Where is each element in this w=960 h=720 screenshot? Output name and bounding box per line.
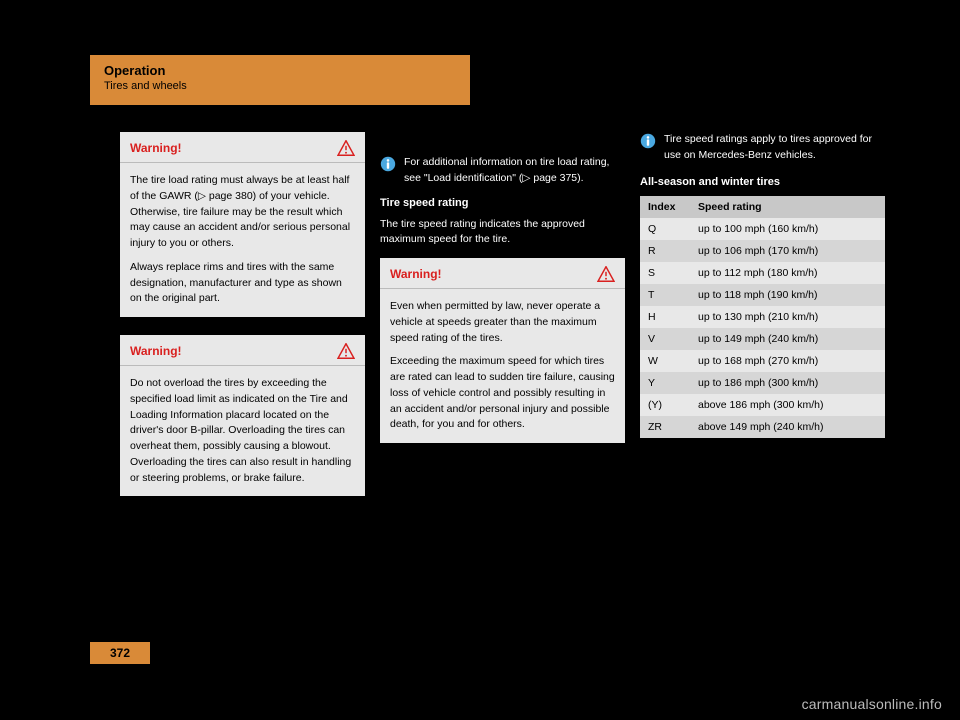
table-row: Yup to 186 mph (300 km/h) bbox=[640, 372, 885, 394]
warning-title: Warning! bbox=[130, 344, 182, 358]
warning-text: Always replace rims and tires with the s… bbox=[130, 260, 355, 307]
cell: above 186 mph (300 km/h) bbox=[690, 394, 885, 416]
cell: up to 106 mph (170 km/h) bbox=[690, 240, 885, 262]
body-text: The tire speed rating indicates the appr… bbox=[380, 217, 625, 249]
table-row: Qup to 100 mph (160 km/h) bbox=[640, 218, 885, 240]
watermark: carmanualsonline.info bbox=[802, 696, 942, 712]
section-header: Operation Tires and wheels bbox=[90, 55, 470, 105]
warning-title: Warning! bbox=[130, 141, 182, 155]
cell: (Y) bbox=[640, 394, 690, 416]
info-text: For additional information on tire load … bbox=[404, 155, 625, 187]
info-icon bbox=[640, 133, 656, 149]
warning-body: Do not overload the tires by exceeding t… bbox=[120, 366, 365, 496]
warning-box-3: Warning! Even when permitted by law, nev… bbox=[380, 258, 625, 443]
cell: R bbox=[640, 240, 690, 262]
cell: up to 186 mph (300 km/h) bbox=[690, 372, 885, 394]
cell: S bbox=[640, 262, 690, 284]
warning-title: Warning! bbox=[390, 267, 442, 281]
manual-page: Operation Tires and wheels 372 Warning! … bbox=[0, 0, 960, 720]
info-text: Tire speed ratings apply to tires approv… bbox=[664, 132, 885, 164]
section-title: Operation bbox=[104, 63, 456, 78]
table-body: Qup to 100 mph (160 km/h) Rup to 106 mph… bbox=[640, 218, 885, 438]
table-header-row: Index Speed rating bbox=[640, 196, 885, 218]
warning-header: Warning! bbox=[120, 132, 365, 163]
warning-box-2: Warning! Do not overload the tires by ex… bbox=[120, 335, 365, 496]
cell: V bbox=[640, 328, 690, 350]
cell: ZR bbox=[640, 416, 690, 438]
table-row: Tup to 118 mph (190 km/h) bbox=[640, 284, 885, 306]
table-row: Vup to 149 mph (240 km/h) bbox=[640, 328, 885, 350]
speed-rating-table: Index Speed rating Qup to 100 mph (160 k… bbox=[640, 196, 885, 438]
warning-header: Warning! bbox=[120, 335, 365, 366]
cell: T bbox=[640, 284, 690, 306]
table-row: Rup to 106 mph (170 km/h) bbox=[640, 240, 885, 262]
cell: up to 112 mph (180 km/h) bbox=[690, 262, 885, 284]
table-row: Sup to 112 mph (180 km/h) bbox=[640, 262, 885, 284]
column-3: Tire speed ratings apply to tires approv… bbox=[640, 132, 885, 438]
subheading: Tire speed rating bbox=[380, 197, 625, 209]
column-1: Warning! The tire load rating must alway… bbox=[120, 132, 365, 514]
table-row: (Y)above 186 mph (300 km/h) bbox=[640, 394, 885, 416]
table-header: Speed rating bbox=[690, 196, 885, 218]
cell: up to 168 mph (270 km/h) bbox=[690, 350, 885, 372]
cell: up to 149 mph (240 km/h) bbox=[690, 328, 885, 350]
info-note: For additional information on tire load … bbox=[380, 155, 625, 187]
warning-text: Exceeding the maximum speed for which ti… bbox=[390, 354, 615, 433]
cell: W bbox=[640, 350, 690, 372]
info-note: Tire speed ratings apply to tires approv… bbox=[640, 132, 885, 164]
warning-header: Warning! bbox=[380, 258, 625, 289]
cell: up to 100 mph (160 km/h) bbox=[690, 218, 885, 240]
table-row: Wup to 168 mph (270 km/h) bbox=[640, 350, 885, 372]
section-subtitle: Tires and wheels bbox=[104, 80, 456, 92]
table-header: Index bbox=[640, 196, 690, 218]
warning-text: Do not overload the tires by exceeding t… bbox=[130, 376, 355, 486]
warning-body: Even when permitted by law, never operat… bbox=[380, 289, 625, 443]
info-icon bbox=[380, 156, 396, 172]
warning-text: The tire load rating must always be at l… bbox=[130, 173, 355, 252]
warning-body: The tire load rating must always be at l… bbox=[120, 163, 365, 317]
subheading: All-season and winter tires bbox=[640, 176, 885, 188]
page-number: 372 bbox=[90, 642, 150, 664]
column-2: For additional information on tire load … bbox=[380, 155, 625, 461]
cell: up to 118 mph (190 km/h) bbox=[690, 284, 885, 306]
cell: up to 130 mph (210 km/h) bbox=[690, 306, 885, 328]
cell: H bbox=[640, 306, 690, 328]
table-row: Hup to 130 mph (210 km/h) bbox=[640, 306, 885, 328]
warning-triangle-icon bbox=[597, 266, 615, 282]
warning-box-1: Warning! The tire load rating must alway… bbox=[120, 132, 365, 317]
warning-triangle-icon bbox=[337, 343, 355, 359]
warning-text: Even when permitted by law, never operat… bbox=[390, 299, 615, 346]
cell: Y bbox=[640, 372, 690, 394]
warning-triangle-icon bbox=[337, 140, 355, 156]
cell: above 149 mph (240 km/h) bbox=[690, 416, 885, 438]
table-row: ZRabove 149 mph (240 km/h) bbox=[640, 416, 885, 438]
cell: Q bbox=[640, 218, 690, 240]
